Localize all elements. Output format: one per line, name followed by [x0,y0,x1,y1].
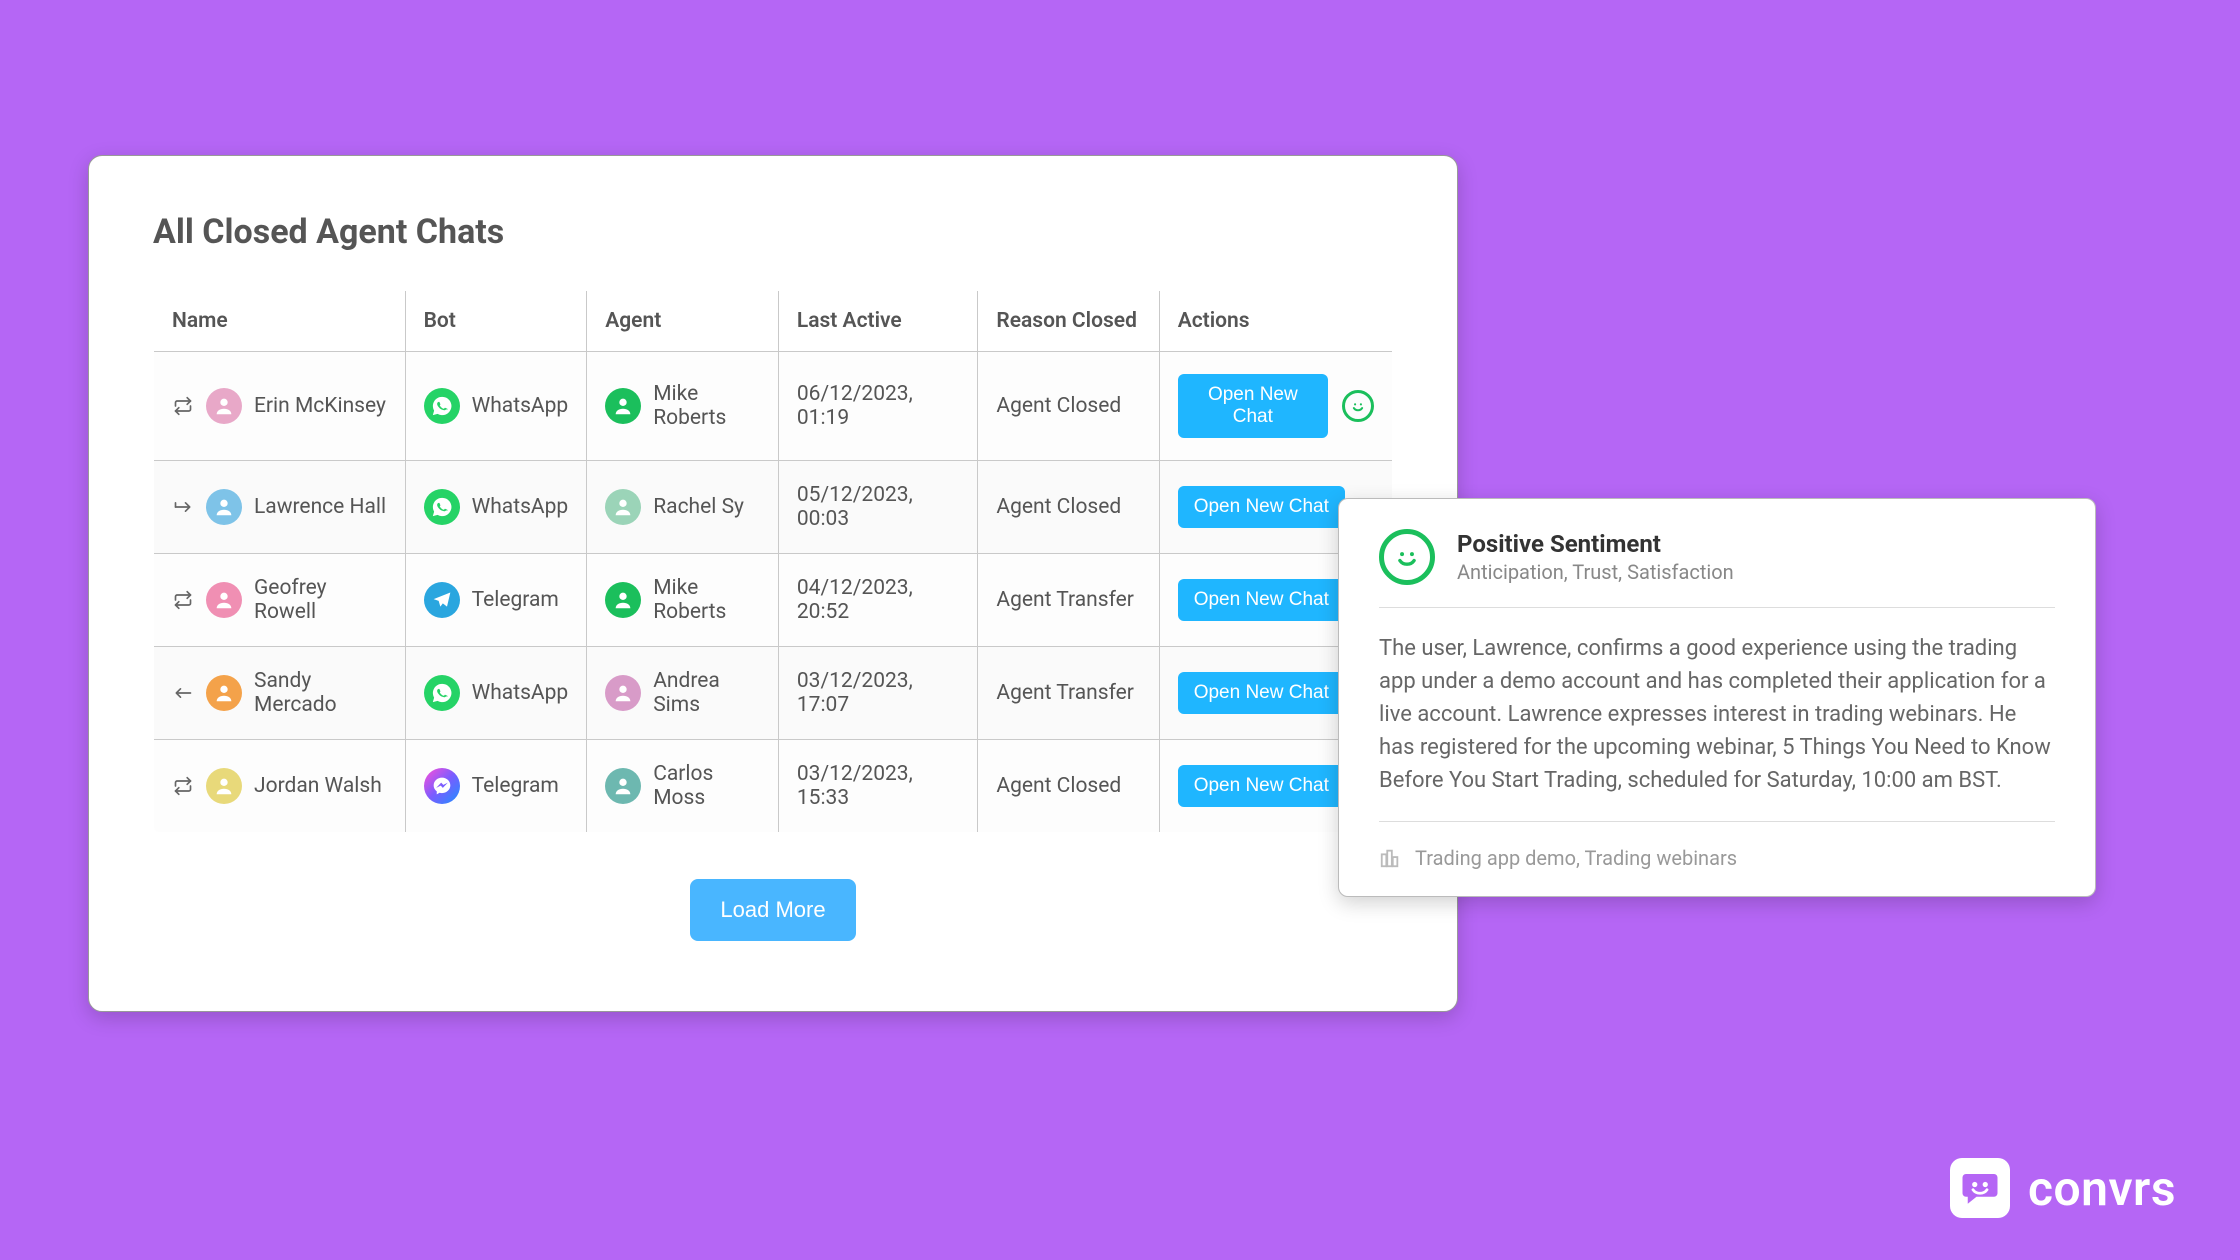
divider [1379,821,2055,822]
agent-name: Rachel Sy [653,495,744,519]
reason-closed-value: Agent Transfer [978,647,1159,740]
customer-avatar [206,582,242,618]
open-new-chat-button[interactable]: Open New Chat [1178,765,1345,807]
sentiment-indicator-icon[interactable] [1342,390,1374,422]
customer-avatar [206,768,242,804]
last-active-value: 03/12/2023, 17:07 [778,647,978,740]
col-reason-closed: Reason Closed [978,291,1159,352]
tags-icon [1379,847,1401,869]
brand-name: convrs [2028,1160,2176,1217]
sentiment-subtitle: Anticipation, Trust, Satisfaction [1457,560,1734,584]
brand-logo-icon [1950,1158,2010,1218]
last-active-value: 06/12/2023, 01:19 [778,352,978,461]
col-name: Name [154,291,406,352]
divider [1379,607,2055,608]
customer-avatar [206,388,242,424]
col-last-active: Last Active [778,291,978,352]
customer-name: Lawrence Hall [254,495,386,519]
agent-name: Mike Roberts [653,576,760,624]
repeat-icon [172,395,194,417]
sentiment-popover: Positive Sentiment Anticipation, Trust, … [1338,498,2096,897]
open-new-chat-button[interactable]: Open New Chat [1178,374,1328,438]
customer-avatar [206,675,242,711]
bot-label: Telegram [472,774,559,798]
customer-name: Sandy Mercado [254,669,387,717]
closed-chats-panel: All Closed Agent Chats Name Bot Agent La… [88,155,1458,1012]
col-actions: Actions [1159,291,1392,352]
reason-closed-value: Agent Closed [978,740,1159,833]
page-title: All Closed Agent Chats [153,212,1393,252]
brand-logo-area: convrs [1950,1158,2176,1218]
open-new-chat-button[interactable]: Open New Chat [1178,486,1345,528]
reason-closed-value: Agent Closed [978,461,1159,554]
table-row: Erin McKinsey WhatsApp Mike Roberts 06/12/2… [154,352,1393,461]
col-bot: Bot [405,291,587,352]
bot-label: WhatsApp [472,681,569,705]
customer-name: Geofrey Rowell [254,576,387,624]
sentiment-tags: Trading app demo, Trading webinars [1415,846,1737,870]
bot-label: WhatsApp [472,394,569,418]
table-row: Jordan Walsh Telegram Carlos Moss 03/12/202… [154,740,1393,833]
bot-label: Telegram [472,588,559,612]
sentiment-title: Positive Sentiment [1457,530,1734,558]
messenger-icon [424,768,460,804]
table-row: Geofrey Rowell Telegram Mike Roberts 04/12/… [154,554,1393,647]
repeat-icon [172,775,194,797]
agent-name: Mike Roberts [653,382,760,430]
agent-name: Carlos Moss [653,762,760,810]
col-agent: Agent [587,291,779,352]
sentiment-face-icon [1379,529,1435,585]
agent-avatar [605,768,641,804]
table-row: Lawrence Hall WhatsApp Rachel Sy 05/12/2023… [154,461,1393,554]
customer-name: Jordan Walsh [254,774,382,798]
agent-avatar [605,582,641,618]
whatsapp-icon [424,489,460,525]
last-active-value: 03/12/2023, 15:33 [778,740,978,833]
agent-avatar [605,675,641,711]
customer-avatar [206,489,242,525]
table-header-row: Name Bot Agent Last Active Reason Closed… [154,291,1393,352]
sentiment-body-text: The user, Lawrence, confirms a good expe… [1379,632,2055,797]
arrow-right-icon [172,496,194,518]
closed-chats-table: Name Bot Agent Last Active Reason Closed… [153,290,1393,833]
open-new-chat-button[interactable]: Open New Chat [1178,672,1345,714]
load-more-button[interactable]: Load More [690,879,855,941]
agent-avatar [605,388,641,424]
repeat-icon [172,589,194,611]
agent-avatar [605,489,641,525]
whatsapp-icon [424,675,460,711]
agent-name: Andrea Sims [653,669,760,717]
customer-name: Erin McKinsey [254,394,386,418]
table-row: Sandy Mercado WhatsApp Andrea Sims 03/12/20… [154,647,1393,740]
telegram-icon [424,582,460,618]
last-active-value: 05/12/2023, 00:03 [778,461,978,554]
bot-label: WhatsApp [472,495,569,519]
reason-closed-value: Agent Transfer [978,554,1159,647]
whatsapp-icon [424,388,460,424]
reason-closed-value: Agent Closed [978,352,1159,461]
arrow-left-icon [172,682,194,704]
last-active-value: 04/12/2023, 20:52 [778,554,978,647]
open-new-chat-button[interactable]: Open New Chat [1178,579,1345,621]
